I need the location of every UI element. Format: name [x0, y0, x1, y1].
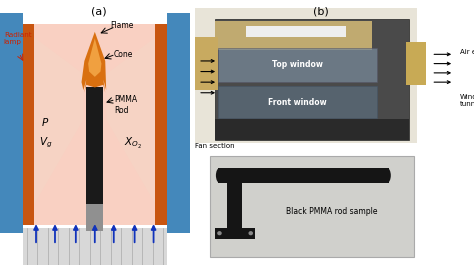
- Bar: [23, 228, 167, 265]
- Bar: [155, 24, 167, 225]
- Bar: [195, 8, 417, 143]
- Bar: [215, 228, 255, 238]
- Polygon shape: [106, 32, 163, 217]
- Bar: [218, 48, 377, 82]
- Bar: [195, 37, 218, 90]
- Polygon shape: [88, 38, 101, 77]
- Text: $X_{O_2}$: $X_{O_2}$: [124, 136, 142, 151]
- Bar: [246, 26, 346, 37]
- Bar: [215, 21, 372, 50]
- Text: Cone: Cone: [114, 50, 133, 59]
- Circle shape: [217, 231, 222, 235]
- Bar: [406, 42, 426, 85]
- Text: Fan section: Fan section: [195, 143, 235, 149]
- Bar: [218, 168, 389, 183]
- Text: $V_g$: $V_g$: [39, 136, 52, 150]
- Text: Wind
tunnel: Wind tunnel: [460, 94, 474, 107]
- Text: (a): (a): [91, 7, 106, 17]
- Ellipse shape: [216, 168, 223, 183]
- Text: Flame: Flame: [110, 21, 133, 30]
- Text: Black PMMA rod sample: Black PMMA rod sample: [286, 207, 378, 217]
- Text: $P$: $P$: [41, 116, 50, 128]
- Bar: [23, 24, 34, 225]
- Bar: [23, 13, 167, 233]
- Text: Front window: Front window: [268, 98, 327, 107]
- Text: (b): (b): [312, 7, 328, 17]
- Bar: [86, 87, 103, 204]
- Bar: [86, 204, 103, 231]
- Bar: [167, 13, 190, 233]
- Polygon shape: [27, 32, 83, 217]
- Bar: [27, 24, 163, 225]
- Circle shape: [248, 231, 253, 235]
- Text: PMMA
Rod: PMMA Rod: [114, 95, 137, 115]
- Bar: [215, 119, 409, 140]
- Text: Top window: Top window: [272, 60, 323, 69]
- Text: Air exit: Air exit: [460, 49, 474, 55]
- Bar: [218, 86, 377, 118]
- Text: Radiant
lamp: Radiant lamp: [4, 32, 31, 45]
- Bar: [227, 180, 242, 233]
- Bar: [210, 156, 414, 257]
- Ellipse shape: [383, 168, 391, 183]
- Bar: [0, 13, 23, 233]
- Polygon shape: [82, 32, 106, 93]
- Bar: [215, 19, 409, 140]
